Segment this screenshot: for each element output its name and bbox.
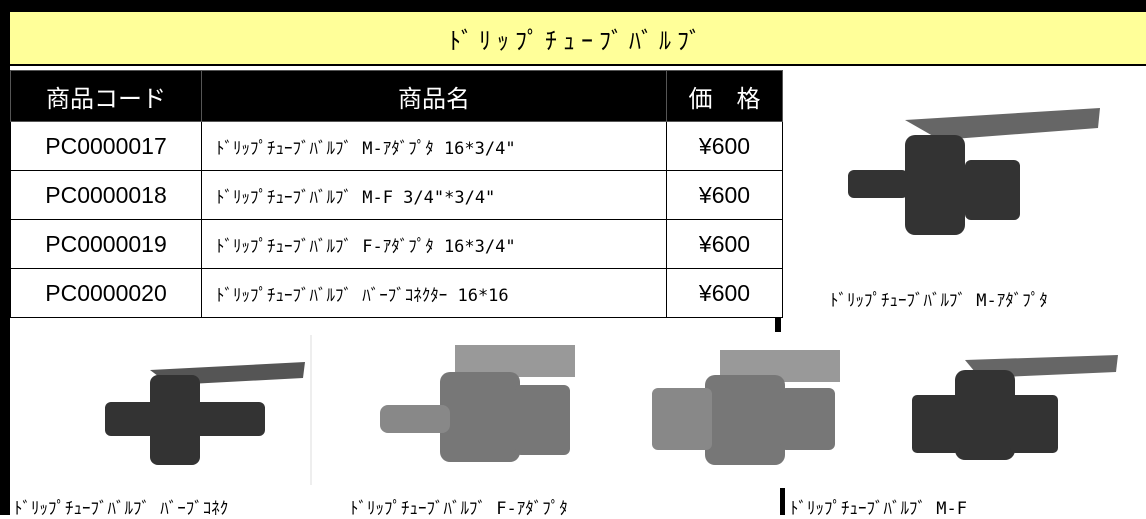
- border: [0, 0, 10, 515]
- price: ¥600: [666, 121, 783, 171]
- product-name: ﾄﾞﾘｯﾌﾟﾁｭｰﾌﾞﾊﾞﾙﾌﾞ F-ｱﾀﾞﾌﾟﾀ 16*3/4": [201, 219, 667, 269]
- product-code: PC0000018: [10, 170, 202, 220]
- image-caption: ﾄﾞﾘｯﾌﾟﾁｭｰﾌﾞﾊﾞﾙﾌﾞ F-ｱﾀﾞﾌﾟﾀ: [350, 499, 568, 519]
- product-code: PC0000019: [10, 219, 202, 269]
- header-cell: 商品名: [201, 70, 667, 122]
- product-name: ﾄﾞﾘｯﾌﾟﾁｭｰﾌﾞﾊﾞﾙﾌﾞ ﾊﾞｰﾌﾞｺﾈｸﾀｰ 16*16: [201, 268, 667, 318]
- valve-image: [848, 108, 1100, 235]
- image-caption: ﾄﾞﾘｯﾌﾟﾁｭｰﾌﾞﾊﾞﾙﾌﾞ ﾊﾞｰﾌﾞｺﾈｸ: [14, 499, 229, 519]
- border: [775, 318, 781, 332]
- header-cell: 価 格: [666, 70, 783, 122]
- product-code: PC0000020: [10, 268, 202, 318]
- image-caption: ﾄﾞﾘｯﾌﾟﾁｭｰﾌﾞﾊﾞﾙﾌﾞ M-F: [790, 499, 967, 519]
- valve-image: [912, 355, 1118, 460]
- title-bar: ﾄﾞﾘｯﾌﾟﾁｭｰﾌﾞﾊﾞﾙﾌﾞ: [10, 8, 1146, 66]
- price: ¥600: [666, 170, 783, 220]
- border: [780, 488, 785, 515]
- table-row: PC0000019 ﾄﾞﾘｯﾌﾟﾁｭｰﾌﾞﾊﾞﾙﾌﾞ F-ｱﾀﾞﾌﾟﾀ 16*3/…: [10, 219, 783, 269]
- valve-image: [380, 345, 575, 462]
- product-table: 商品コード 商品名 価 格 PC0000017 ﾄﾞﾘｯﾌﾟﾁｭｰﾌﾞﾊﾞﾙﾌﾞ …: [10, 70, 783, 318]
- valve-image: [105, 362, 305, 465]
- product-name: ﾄﾞﾘｯﾌﾟﾁｭｰﾌﾞﾊﾞﾙﾌﾞ M-ｱﾀﾞﾌﾟﾀ 16*3/4": [201, 121, 667, 171]
- product-name: ﾄﾞﾘｯﾌﾟﾁｭｰﾌﾞﾊﾞﾙﾌﾞ M-F 3/4"*3/4": [201, 170, 667, 220]
- table-row: PC0000018 ﾄﾞﾘｯﾌﾟﾁｭｰﾌﾞﾊﾞﾙﾌﾞ M-F 3/4"*3/4" ¥…: [10, 170, 783, 220]
- table-row: PC0000017 ﾄﾞﾘｯﾌﾟﾁｭｰﾌﾞﾊﾞﾙﾌﾞ M-ｱﾀﾞﾌﾟﾀ 16*3/…: [10, 121, 783, 171]
- image-caption: ﾄﾞﾘｯﾌﾟﾁｭｰﾌﾞﾊﾞﾙﾌﾞ M-ｱﾀﾞﾌﾟﾀ: [830, 291, 1048, 311]
- valve-image: [652, 350, 840, 465]
- table-row: PC0000020 ﾄﾞﾘｯﾌﾟﾁｭｰﾌﾞﾊﾞﾙﾌﾞ ﾊﾞｰﾌﾞｺﾈｸﾀｰ 16*…: [10, 268, 783, 318]
- price: ¥600: [666, 219, 783, 269]
- border: [0, 0, 1146, 8]
- header-row: 商品コード 商品名 価 格: [10, 70, 783, 122]
- price: ¥600: [666, 268, 783, 318]
